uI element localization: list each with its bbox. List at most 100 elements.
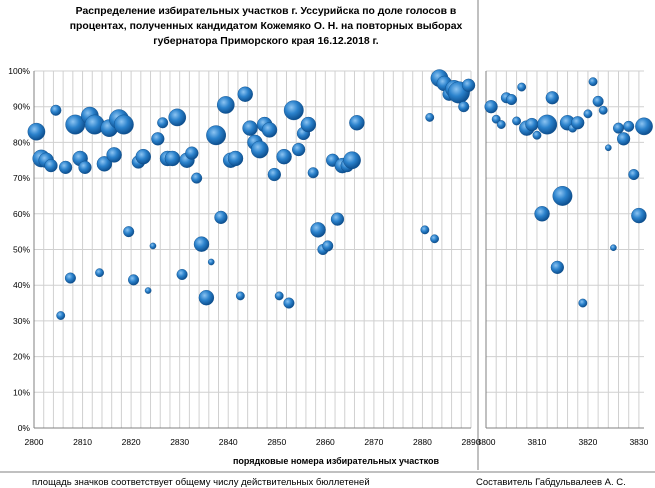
- data-bubble: [50, 104, 62, 116]
- data-bubble: [610, 244, 617, 252]
- x-tick-label: 2880: [413, 437, 432, 447]
- x-tick-label: 2840: [219, 437, 238, 447]
- data-bubble: [583, 109, 593, 119]
- data-bubble: [276, 148, 292, 165]
- data-bubble: [578, 298, 588, 308]
- data-bubble: [534, 206, 550, 222]
- y-tick-label: 50%: [13, 245, 30, 255]
- data-bubble: [491, 114, 501, 124]
- data-bubble: [56, 311, 66, 320]
- data-bubble: [250, 140, 269, 159]
- data-bubble: [144, 287, 152, 294]
- y-tick-label: 40%: [13, 280, 30, 290]
- data-bubble: [157, 117, 169, 129]
- data-bubble: [176, 268, 188, 280]
- data-bubble: [307, 167, 319, 179]
- data-bubble: [505, 94, 517, 106]
- data-bubble: [310, 222, 326, 238]
- data-bubble: [605, 144, 612, 152]
- x-tick-label: 3830: [629, 437, 648, 447]
- axes: 2800 2810 2820 2830 2840 2850 2860 2870 2880 2890…: [0, 0, 655, 473]
- data-bubble: [164, 150, 181, 167]
- title-line-1: Распределение избирательных участков г. …: [75, 6, 457, 17]
- data-bubble: [214, 210, 228, 224]
- data-bubble: [95, 268, 104, 278]
- x-tick-label: 2800: [25, 437, 44, 447]
- data-bubble: [617, 132, 631, 146]
- data-bubble: [58, 160, 73, 174]
- data-bubble: [631, 207, 647, 224]
- data-bubble: [343, 151, 361, 170]
- data-bubble: [168, 108, 187, 127]
- data-bubble: [283, 297, 295, 309]
- data-bubble: [550, 260, 564, 274]
- x-tick-label: 2820: [122, 437, 141, 447]
- data-bubble: [571, 116, 585, 130]
- data-bubble: [322, 240, 334, 252]
- data-bubble: [598, 105, 608, 115]
- data-bubble: [106, 147, 122, 163]
- x-tick-label: 2850: [267, 437, 286, 447]
- data-bubble: [623, 120, 635, 132]
- chart-title: Распределение избирательных участков г. …: [60, 4, 472, 49]
- x-tick-label: 2810: [73, 437, 92, 447]
- data-bubble: [628, 169, 640, 181]
- data-bubble: [78, 160, 92, 174]
- x-tick-label: 2890: [462, 437, 481, 447]
- data-bubble: [185, 146, 199, 160]
- y-tick-label: 10%: [13, 387, 30, 397]
- data-bubble: [349, 115, 365, 131]
- y-tick-label: 70%: [13, 173, 30, 183]
- data-bubble: [128, 274, 140, 286]
- data-bubble: [496, 120, 506, 129]
- data-bubble: [461, 78, 476, 92]
- data-bubble: [517, 82, 527, 92]
- data-bubble: [235, 291, 245, 301]
- data-bubble: [27, 122, 46, 141]
- data-bubble: [545, 91, 559, 105]
- data-bubble: [149, 242, 157, 250]
- data-bubble: [425, 113, 435, 122]
- data-bubble: [532, 130, 542, 140]
- x-tick-label: 2870: [364, 437, 383, 447]
- author-credit: Составитель Габдульвалеев А. С.: [476, 477, 626, 488]
- data-bubble: [96, 156, 113, 172]
- data-bubble: [206, 125, 226, 146]
- data-bubble: [525, 117, 539, 132]
- y-tick-label: 90%: [13, 102, 30, 112]
- data-bubble: [64, 272, 76, 284]
- data-bubble: [430, 234, 439, 244]
- y-tick-label: 80%: [13, 137, 30, 147]
- data-points: [27, 69, 653, 320]
- x-tick-label: 3820: [578, 437, 597, 447]
- y-tick-label: 60%: [13, 209, 30, 219]
- data-bubble: [151, 132, 165, 146]
- data-bubble: [613, 122, 625, 134]
- data-bubble: [635, 117, 653, 136]
- x-tick-label: 2860: [316, 437, 335, 447]
- title-line-3: губернатора Приморского края 16.12.2018 …: [153, 36, 379, 47]
- data-bubble: [292, 142, 306, 157]
- data-bubble: [274, 291, 284, 301]
- data-bubble: [283, 100, 304, 121]
- footnote-bubble-size: площадь значков соответствует общему чис…: [32, 477, 370, 488]
- data-bubble: [135, 148, 151, 165]
- x-axis-label: порядковые номера избирательных участков: [232, 456, 440, 466]
- y-tick-label: 0%: [18, 423, 31, 433]
- data-bubble: [198, 289, 215, 306]
- data-bubble: [588, 77, 598, 87]
- data-bubble: [242, 120, 258, 136]
- data-bubble: [44, 159, 58, 173]
- data-bubble: [191, 172, 203, 184]
- data-bubble: [113, 114, 134, 135]
- data-bubble: [512, 116, 521, 126]
- data-bubble: [484, 100, 498, 114]
- x-tick-label: 2830: [170, 437, 189, 447]
- data-bubble: [193, 236, 210, 252]
- data-bubble: [261, 122, 278, 138]
- data-bubble: [592, 95, 604, 107]
- title-line-2: процентах, полученных кандидатом Кожемяк…: [69, 21, 463, 32]
- data-bubble: [227, 150, 244, 167]
- data-bubble: [330, 212, 345, 226]
- x-tick-label: 3800: [477, 437, 496, 447]
